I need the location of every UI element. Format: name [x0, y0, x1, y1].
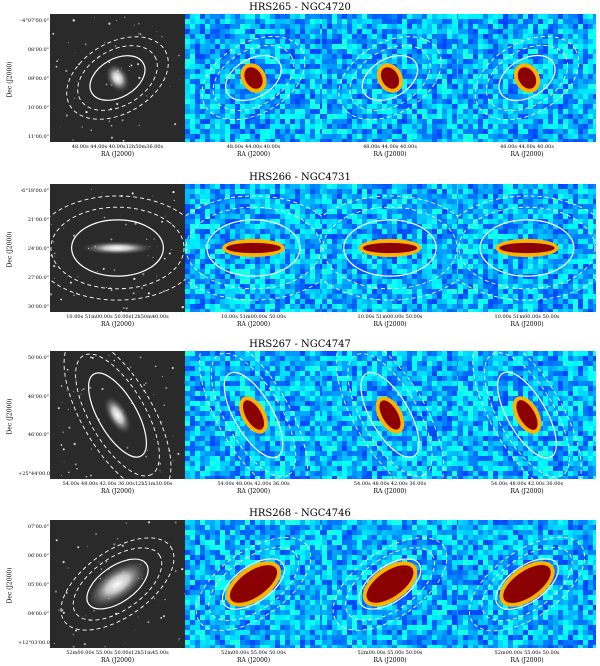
flux-map-panel — [185, 520, 322, 648]
ra-axis-label: RA (J2000) — [100, 151, 135, 158]
optical-image-panel — [50, 520, 185, 648]
dec-tick-label: 06'00.0" — [27, 553, 49, 559]
dec-tick-label: -4°07'00.0" — [20, 18, 49, 24]
ra-tick-labels: 52m00.00s 55.00s 50.00s12h51m45.00s — [66, 650, 169, 656]
ra-axis-label: RA (J2000) — [510, 151, 544, 158]
optical-image-panel — [50, 184, 185, 312]
ra-tick-labels: 52m00.00s 55.00s 50.00s — [357, 650, 423, 656]
dec-tick-label: 05'00.0" — [27, 582, 49, 588]
dec-tick-label: 04'00.0" — [27, 611, 49, 617]
dec-tick-label: 48'00.0" — [27, 393, 49, 400]
ra-axis-label: RA (J2000) — [373, 657, 407, 664]
dec-axis-label: Dec (J2000) — [6, 231, 14, 268]
ra-tick-labels: 54.00s 48.00s 42.00s 36.00s12h51m30.00s — [62, 481, 173, 487]
ra-tick-labels: 10.00s 51m00.00s 50.00s — [357, 314, 423, 320]
dec-tick-label: 09'00.0" — [27, 76, 49, 82]
ra-axis-label: RA (J2000) — [510, 488, 544, 495]
dec-tick-label: 21'00.0" — [27, 217, 49, 223]
ra-axis-label: RA (J2000) — [100, 488, 135, 495]
ra-axis-label: RA (J2000) — [236, 321, 271, 328]
flux-map-panel — [322, 520, 458, 648]
ra-tick-labels: 54.00s 48.00s 42.00s 36.00s — [353, 481, 427, 487]
dec-axis-label: Dec (J2000) — [6, 398, 14, 435]
row-title: HRS268 - NGC4746 — [249, 508, 351, 519]
dec-tick-label: +25°44'00.0" — [18, 471, 53, 477]
flux-map-panel — [458, 520, 596, 648]
dec-tick-label: 50'00.0" — [27, 355, 49, 361]
ra-tick-labels: 10.00s 51m00.00s 50.00s12h50m40.00s — [66, 314, 169, 320]
dec-tick-label: 24'00.0" — [27, 246, 49, 252]
flux-map-panel — [458, 351, 596, 479]
row-title: HRS266 - NGC4731 — [249, 172, 351, 183]
dec-tick-label: 11'00.0" — [27, 134, 49, 140]
flux-map-panel — [322, 184, 458, 312]
dec-axis-label: Dec (J2000) — [6, 61, 14, 98]
flux-map-panel — [322, 14, 458, 142]
ra-axis-label: RA (J2000) — [510, 321, 544, 328]
optical-image-panel — [50, 351, 185, 479]
dec-tick-label: 08'00.0" — [27, 47, 49, 53]
flux-map-panel — [185, 184, 322, 312]
dec-tick-label: 30'00.0" — [27, 304, 49, 310]
row-title: HRS265 - NGC4720 — [249, 2, 351, 13]
ra-tick-labels: 54.00s 48.00s 42.00s 36.00s — [490, 481, 564, 487]
ra-tick-labels: 10.00s 51m00.00s 50.00s — [494, 314, 560, 320]
ra-axis-label: RA (J2000) — [510, 657, 544, 664]
flux-map-panel — [458, 184, 596, 312]
ra-axis-label: RA (J2000) — [236, 151, 271, 158]
dec-tick-label: 46'00.0" — [27, 432, 49, 439]
ra-axis-label: RA (J2000) — [236, 488, 271, 495]
ra-tick-labels: 48.00s 44.00s 40.00s — [500, 144, 554, 150]
ra-tick-labels: 54.00s 48.00s 42.00s 36.00s — [217, 481, 290, 487]
ra-tick-labels: 48.00s 44.00s 40.00s12h50m36.00s — [71, 144, 164, 150]
ra-tick-labels: 48.00s 44.00s 40.00s — [363, 144, 417, 150]
ra-axis-label: RA (J2000) — [373, 321, 407, 328]
ra-axis-label: RA (J2000) — [100, 321, 135, 328]
dec-tick-label: 27'00.0" — [27, 275, 49, 281]
ra-axis-label: RA (J2000) — [373, 151, 407, 158]
dec-tick-label: 10'00.0" — [27, 105, 49, 111]
ra-tick-labels: 48.00s 44.00s 40.00s — [226, 144, 281, 150]
dec-tick-label: +12°03'00.0" — [18, 640, 53, 646]
ra-axis-label: RA (J2000) — [236, 657, 271, 664]
optical-image-panel — [50, 14, 185, 142]
flux-map-panel — [185, 351, 322, 479]
dec-axis-label: Dec (J2000) — [6, 567, 14, 604]
dec-tick-label: 07'00.0" — [27, 524, 49, 530]
ra-axis-label: RA (J2000) — [373, 488, 407, 495]
flux-map-panel — [458, 14, 596, 142]
ra-tick-labels: 52m00.00s 55.00s 50.00s — [221, 650, 286, 656]
ra-tick-labels: 52m00.00s 55.00s 50.00s — [494, 650, 560, 656]
ra-axis-label: RA (J2000) — [100, 657, 135, 664]
ra-tick-labels: 10.00s 51m00.00s 50.00s — [221, 314, 286, 320]
flux-map-panel — [185, 14, 322, 142]
row-title: HRS267 - NGC4747 — [249, 339, 351, 350]
flux-map-panel — [322, 351, 458, 479]
dec-tick-label: -6°18'00.0" — [20, 188, 49, 194]
